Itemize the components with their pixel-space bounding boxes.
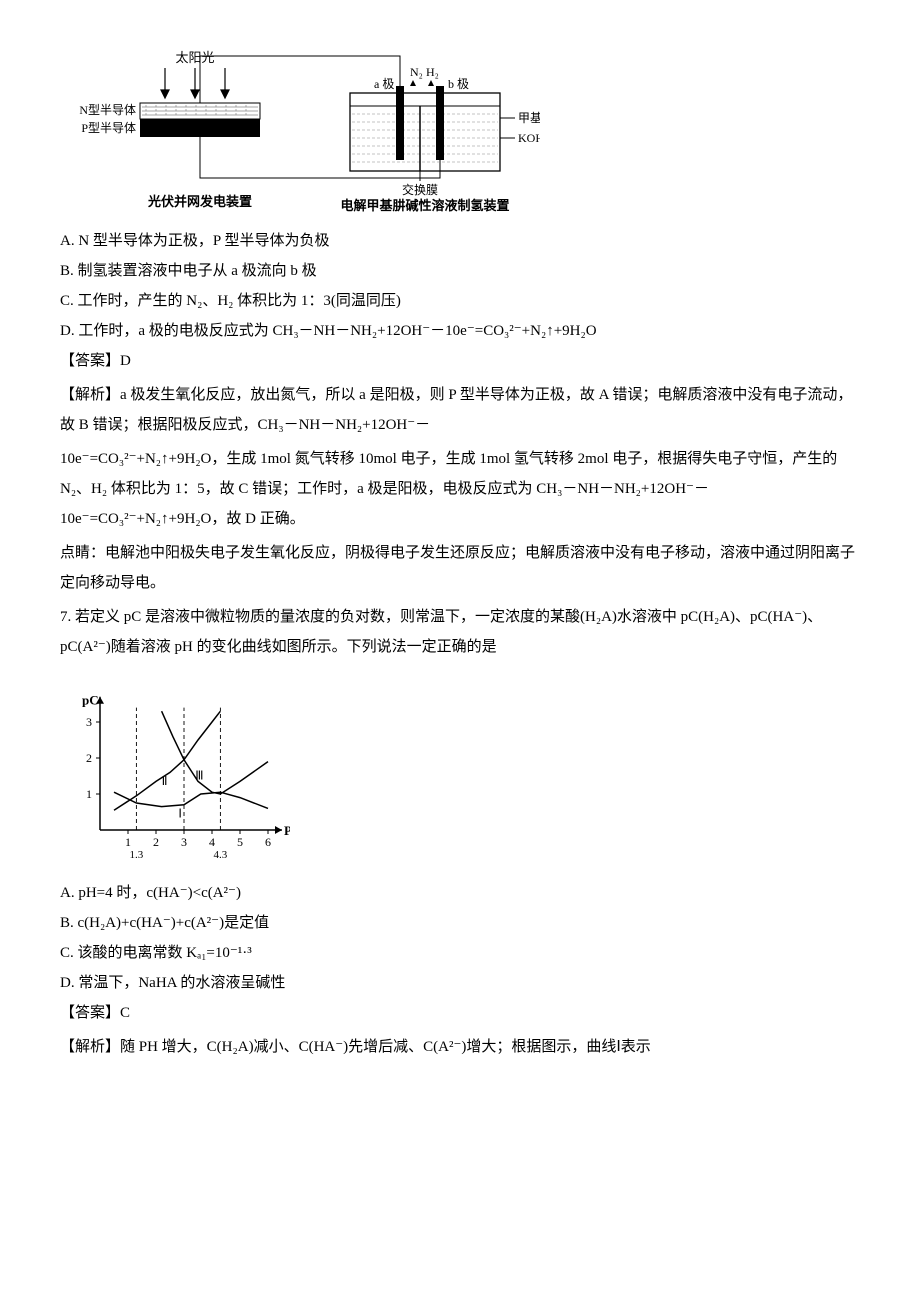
q7-answer: 【答案】C: [60, 998, 860, 1028]
svg-text:2: 2: [86, 751, 92, 765]
svg-text:1: 1: [125, 835, 131, 849]
svg-text:4.3: 4.3: [214, 849, 228, 861]
svg-text:4: 4: [209, 835, 215, 849]
q6-explain-p2: 10e⁻=CO₃²⁻+N₂↑+9H₂O，生成 1mol 氮气转移 10mol 电…: [60, 444, 860, 534]
q6-option-d: D. 工作时，a 极的电极反应式为 CH₃－NH－NH₂+12OH⁻－10e⁻=…: [60, 316, 860, 346]
explain-label: 【解析】: [60, 387, 120, 403]
svg-text:pC: pC: [82, 692, 99, 707]
q7-option-b: B. c(H₂A)+c(HA⁻)+c(A²⁻)是定值: [60, 908, 860, 938]
figure-device-diagram: 太阳光 N型半导体 P型半导体 光伏并网发电装置 a 极 b 极 N₂ H₂ 甲…: [60, 48, 860, 218]
svg-text:1.3: 1.3: [130, 849, 144, 861]
label-b-electrode: b 极: [448, 77, 469, 91]
svg-text:Ⅰ: Ⅰ: [178, 806, 182, 820]
label-left-device: 光伏并网发电装置: [147, 194, 252, 209]
svg-text:2: 2: [153, 835, 159, 849]
q6-option-c: C. 工作时，产生的 N₂、H₂ 体积比为 1：3(同温同压): [60, 286, 860, 316]
label-koh: KOH 溶液: [518, 130, 540, 145]
q7-option-a: A. pH=4 时，c(HA⁻)<c(A²⁻): [60, 878, 860, 908]
q6-tip: 点睛：电解池中阳极失电子发生氧化反应，阴极得电子发生还原反应；电解质溶液中没有电…: [60, 538, 860, 598]
q7-option-d: D. 常温下，NaHA 的水溶液呈碱性: [60, 968, 860, 998]
q7-option-c: C. 该酸的电离常数 Kₐ₁=10⁻¹·³: [60, 938, 860, 968]
svg-text:PH: PH: [284, 823, 290, 838]
svg-text:3: 3: [181, 835, 187, 849]
label-h2: H₂: [426, 65, 439, 79]
label-n-semi: N型半导体: [79, 103, 136, 117]
label-a-electrode: a 极: [374, 77, 394, 91]
q7-stem: 7. 若定义 pC 是溶液中微粒物质的量浓度的负对数，则常温下，一定浓度的某酸(…: [60, 602, 860, 662]
svg-text:6: 6: [265, 835, 271, 849]
label-membrane: 交换膜: [402, 182, 438, 197]
label-n2: N₂: [410, 65, 423, 79]
label-sun: 太阳光: [175, 50, 214, 65]
svg-text:5: 5: [237, 835, 243, 849]
q6-explain-text1: a 极发生氧化反应，放出氮气，所以 a 是阳极，则 P 型半导体为正极，故 A …: [60, 387, 852, 433]
q6-option-b: B. 制氢装置溶液中电子从 a 极流向 b 极: [60, 256, 860, 286]
q6-explain-p1: 【解析】a 极发生氧化反应，放出氮气，所以 a 是阳极，则 P 型半导体为正极，…: [60, 380, 860, 440]
label-methylhydrazine: 甲基肼: [518, 110, 540, 125]
svg-text:Ⅲ: Ⅲ: [195, 769, 203, 783]
svg-text:1: 1: [86, 787, 92, 801]
label-right-device: 电解甲基肼碱性溶液制氢装置: [340, 198, 509, 213]
svg-text:Ⅱ: Ⅱ: [162, 774, 168, 788]
q6-option-a: A. N 型半导体为正极，P 型半导体为负极: [60, 226, 860, 256]
label-p-semi: P型半导体: [81, 121, 136, 135]
q7-explain: 【解析】随 PH 增大，C(H₂A)减小、C(HA⁻)先增后减、C(A²⁻)增大…: [60, 1032, 860, 1062]
q6-answer: 【答案】D: [60, 346, 860, 376]
svg-text:3: 3: [86, 715, 92, 729]
figure-pc-ph-chart: pC PH 1 2 3 1 2 3 4 5 6 1.3 4.3 Ⅱ Ⅲ Ⅰ: [60, 670, 860, 870]
